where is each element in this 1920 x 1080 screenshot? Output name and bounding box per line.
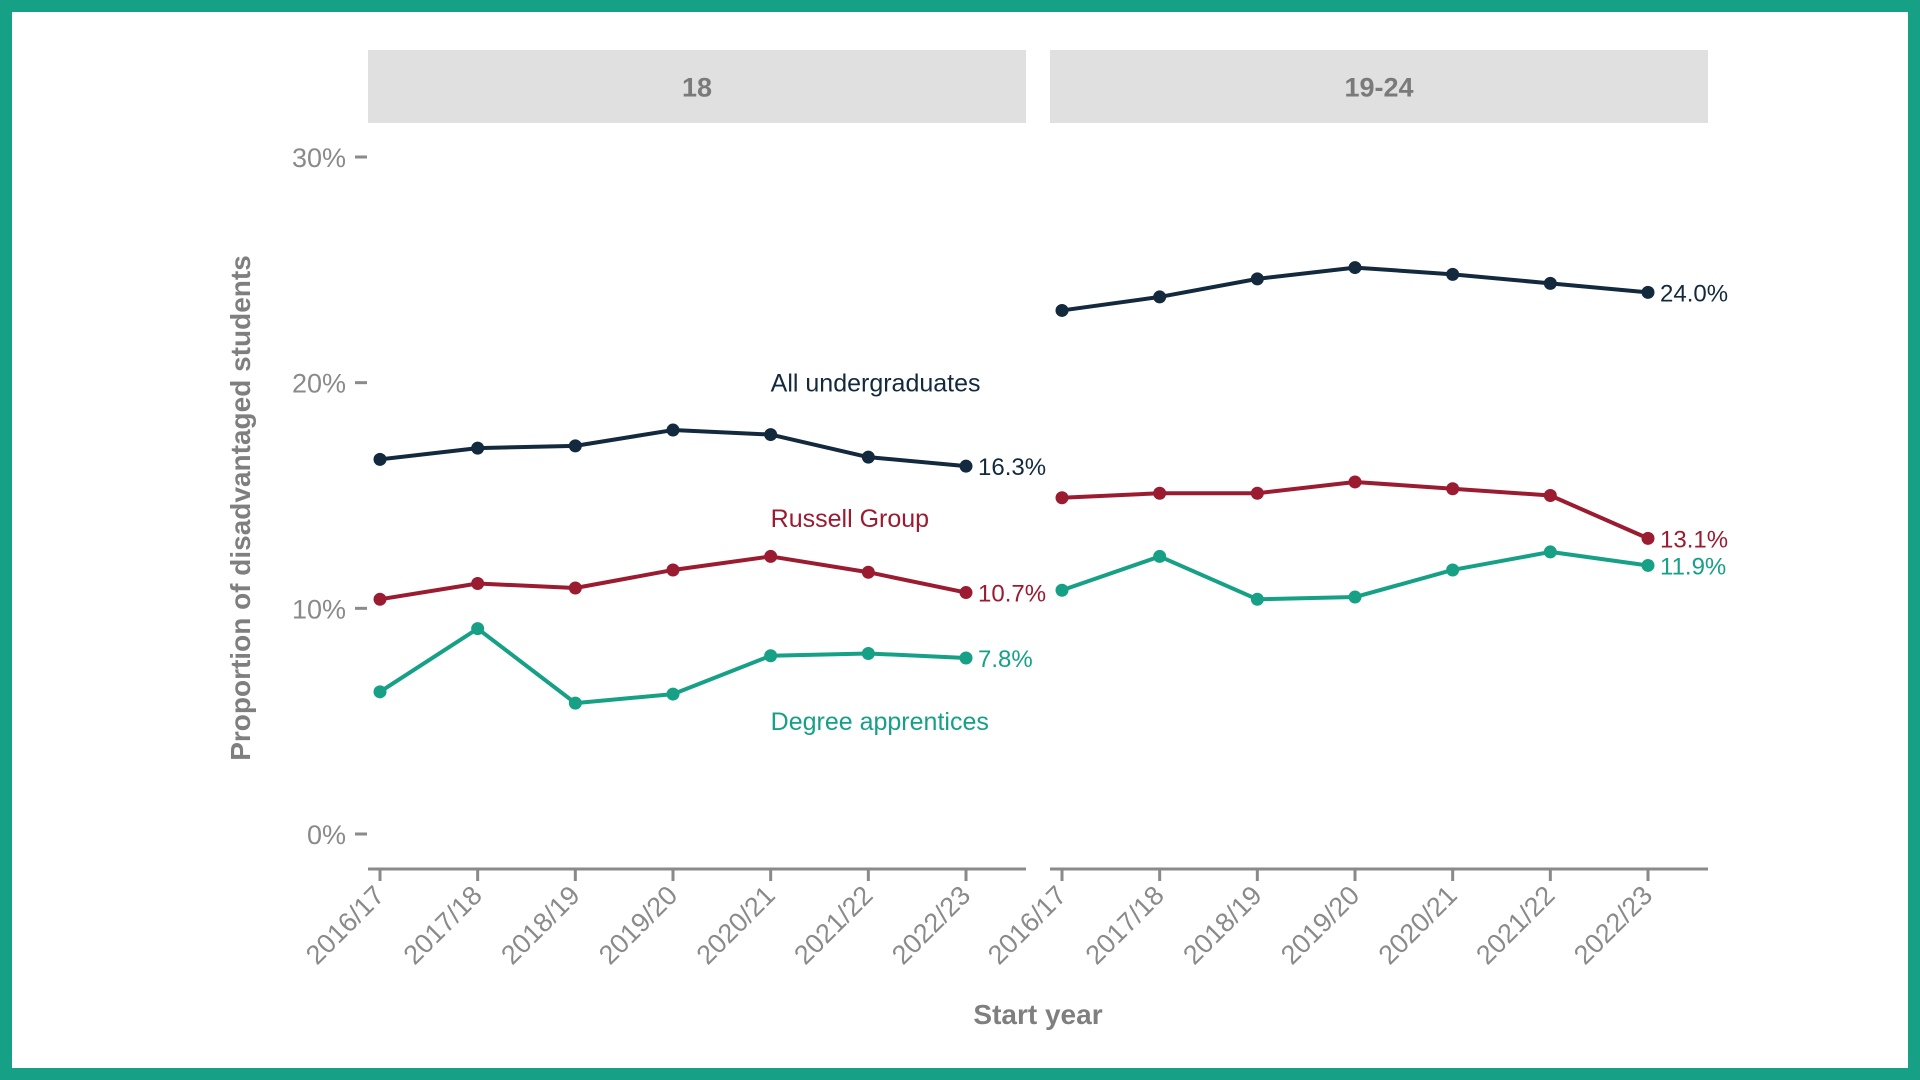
end-value-label-da: 11.9%	[1660, 553, 1726, 580]
series-line-rg-panel-1	[380, 556, 966, 599]
data-point-rg-2021/22	[862, 566, 875, 579]
facet-strips: 18 19-24	[368, 50, 1708, 123]
x-tick-label: 2017/18	[1080, 880, 1170, 970]
x-tick-label: 2022/23	[1568, 880, 1658, 970]
data-point-da-2022/23	[960, 651, 973, 664]
data-point-all-2017/18	[471, 442, 484, 455]
series-label-all: All undergraduates	[771, 370, 981, 398]
y-tick-label: 10%	[292, 594, 346, 624]
end-value-label-da: 7.8%	[978, 646, 1033, 673]
data-point-da-2018/19	[569, 697, 582, 710]
data-point-rg-2016/17	[374, 593, 387, 606]
end-value-label-rg: 13.1%	[1660, 526, 1728, 553]
data-point-all-2022/23	[960, 460, 973, 473]
line-chart: 18 19-24 0%10%20%30% 2016/17 2017/18 2018/1…	[12, 12, 1908, 1068]
x-tick-label: 2018/19	[495, 880, 585, 970]
series-group: 16.3% 10.7% 7.8% 24.0% 13.1%11.9%	[374, 261, 1729, 710]
data-point-da-2017/18	[471, 622, 484, 635]
x-tick-label: 2016/17	[982, 880, 1072, 970]
data-point-rg-2022/23	[960, 586, 973, 599]
facet-title-2: 19-24	[1344, 73, 1413, 103]
data-point-da-2020/21	[1446, 563, 1459, 576]
data-point-rg-2019/20	[667, 563, 680, 576]
x-tick-label: 2021/22	[788, 880, 878, 970]
y-tick-label: 0%	[307, 820, 346, 850]
series-label-rg: Russell Group	[771, 505, 929, 533]
data-point-all-2020/21	[764, 428, 777, 441]
data-point-all-2017/18	[1153, 290, 1166, 303]
data-point-rg-2017/18	[471, 577, 484, 590]
data-point-da-2017/18	[1153, 550, 1166, 563]
data-point-da-2019/20	[1349, 591, 1362, 604]
x-tick-label: 2019/20	[1275, 880, 1365, 970]
end-value-label-all: 16.3%	[978, 454, 1046, 481]
x-tick-label: 2021/22	[1470, 880, 1560, 970]
data-point-all-2016/17	[1056, 304, 1069, 317]
data-point-da-2021/22	[862, 647, 875, 660]
data-point-da-2022/23	[1642, 559, 1655, 572]
data-point-all-2019/20	[1349, 261, 1362, 274]
data-point-da-2020/21	[764, 649, 777, 662]
data-point-rg-2018/19	[1251, 487, 1264, 500]
data-point-all-2018/19	[569, 439, 582, 452]
data-point-all-2020/21	[1446, 268, 1459, 281]
data-point-all-2021/22	[1544, 277, 1557, 290]
data-point-all-2019/20	[667, 424, 680, 437]
data-point-rg-2022/23	[1642, 532, 1655, 545]
data-point-all-2018/19	[1251, 272, 1264, 285]
x-axis: 2016/17 2017/18 2018/19 2019/20 2020/21 2021/…	[300, 869, 1708, 970]
facet-title-1: 18	[682, 73, 712, 103]
x-tick-label: 2022/23	[886, 880, 976, 970]
x-tick-label: 2018/19	[1177, 880, 1267, 970]
x-axis-title: Start year	[973, 999, 1102, 1030]
data-point-rg-2018/19	[569, 582, 582, 595]
data-point-all-2021/22	[862, 451, 875, 464]
data-point-all-2016/17	[374, 453, 387, 466]
x-tick-label: 2017/18	[398, 880, 488, 970]
x-tick-label: 2020/21	[1373, 880, 1463, 970]
data-point-da-2018/19	[1251, 593, 1264, 606]
data-point-rg-2016/17	[1056, 491, 1069, 504]
data-point-rg-2020/21	[1446, 482, 1459, 495]
data-point-rg-2021/22	[1544, 489, 1557, 502]
annotations: All undergraduates Russell Group Degree ap…	[771, 370, 989, 737]
y-tick-label: 20%	[292, 369, 346, 399]
data-point-da-2016/17	[1056, 584, 1069, 597]
x-tick-label: 2020/21	[691, 880, 781, 970]
series-line-rg-panel-2	[1062, 482, 1648, 538]
x-tick-label: 2016/17	[300, 880, 390, 970]
data-point-rg-2020/21	[764, 550, 777, 563]
end-value-label-rg: 10.7%	[978, 581, 1046, 608]
chart-frame: 18 19-24 0% 10% 20% 30% 2016/17 2017/18 2018/1…	[12, 12, 1908, 1068]
end-value-label-all: 24.0%	[1660, 280, 1728, 307]
y-axis-title: Proportion of disadvantaged students	[225, 255, 256, 761]
data-point-rg-2017/18	[1153, 487, 1166, 500]
y-axis: 0% 10% 20% 30%	[292, 143, 367, 850]
data-point-all-2022/23	[1642, 286, 1655, 299]
x-tick-label: 2019/20	[593, 880, 683, 970]
series-label-da: Degree apprentices	[771, 708, 989, 736]
data-point-da-2021/22	[1544, 545, 1557, 558]
data-point-da-2019/20	[667, 688, 680, 701]
data-point-rg-2019/20	[1349, 475, 1362, 488]
data-point-da-2016/17	[374, 685, 387, 698]
y-tick-label: 30%	[292, 143, 346, 173]
